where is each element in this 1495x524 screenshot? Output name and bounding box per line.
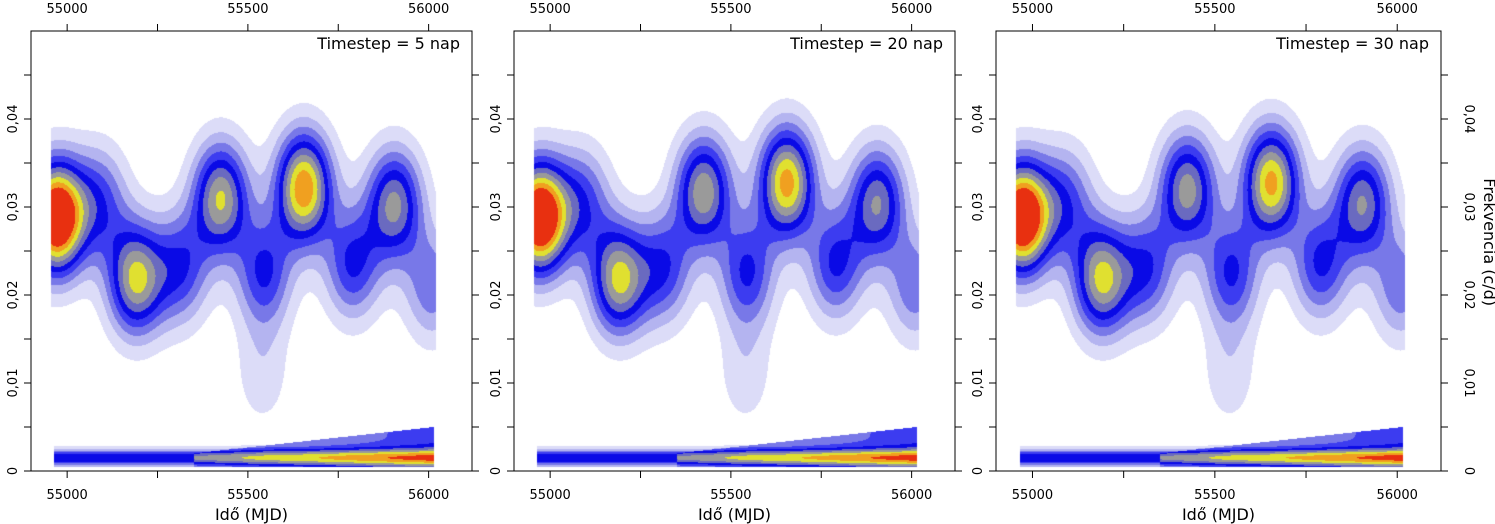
y-tick-label-right: 0,04 (1461, 105, 1476, 134)
x-tick-label-top: 55500 (1194, 2, 1235, 17)
density-contours (514, 31, 955, 471)
y-tick-label-right: 0 (1461, 467, 1476, 475)
x-tick-label: 55000 (1012, 488, 1053, 503)
panel-3: 55000 55000 55500 55500 56000 56000 0 0 0,01 0,01… (971, 2, 1495, 524)
y-tick-label: 0,04 (971, 105, 986, 134)
y-tick-label: 0 (489, 467, 504, 475)
x-axis-title: Idő (MJD) (215, 505, 288, 524)
x-tick-label-top: 56000 (408, 2, 449, 17)
y-tick-label: 0,02 (489, 281, 504, 310)
x-tick-label: 56000 (1377, 488, 1418, 503)
y-tick-label: 0,03 (489, 193, 504, 222)
x-tick-label-top: 55000 (46, 2, 87, 17)
y-tick-label: 0,02 (6, 281, 21, 310)
panel-2: 55000 55000 55500 55500 56000 56000 0 0,01 0,02 0… (489, 2, 962, 524)
panel-title: Timestep = 30 nap (1275, 34, 1429, 53)
y-tick-label: 0,01 (971, 369, 986, 398)
y-tick-label: 0,04 (489, 105, 504, 134)
y-tick-label: 0,01 (6, 369, 21, 398)
x-tick-label: 55000 (529, 488, 570, 503)
x-tick-label-top: 55000 (1012, 2, 1053, 17)
y-tick-label-right: 0,03 (1461, 193, 1476, 222)
panel-title: Timestep = 20 nap (789, 34, 943, 53)
x-tick-label: 56000 (891, 488, 932, 503)
y-tick-label-right: 0,01 (1461, 369, 1476, 398)
y-axis-title: Frekvencia (c/d) (1480, 178, 1495, 306)
density-contours (31, 31, 472, 471)
y-tick-label: 0,03 (6, 193, 21, 222)
panel-1: 55000 55000 55500 55500 56000 56000 0 0,01 0,02 0… (6, 2, 479, 524)
x-axis-title: Idő (MJD) (698, 505, 771, 524)
panel-title: Timestep = 5 nap (316, 34, 460, 53)
y-tick-label: 0,03 (971, 193, 986, 222)
x-axis-title: Idő (MJD) (1182, 505, 1255, 524)
y-tick-label: 0,04 (6, 105, 21, 134)
x-tick-label-top: 55000 (529, 2, 570, 17)
x-tick-label-top: 55500 (227, 2, 268, 17)
x-tick-label-top: 56000 (1377, 2, 1418, 17)
x-tick-label: 55500 (1194, 488, 1235, 503)
x-tick-label: 56000 (408, 488, 449, 503)
y-tick-label: 0 (971, 467, 986, 475)
x-tick-label-top: 56000 (891, 2, 932, 17)
x-tick-label-top: 55500 (710, 2, 751, 17)
x-tick-label: 55500 (227, 488, 268, 503)
density-contours (996, 31, 1441, 471)
y-tick-label: 0 (6, 467, 21, 475)
x-tick-label: 55000 (46, 488, 87, 503)
x-tick-label: 55500 (710, 488, 751, 503)
y-tick-label-right: 0,02 (1461, 281, 1476, 310)
y-tick-label: 0,02 (971, 281, 986, 310)
y-tick-label: 0,01 (489, 369, 504, 398)
